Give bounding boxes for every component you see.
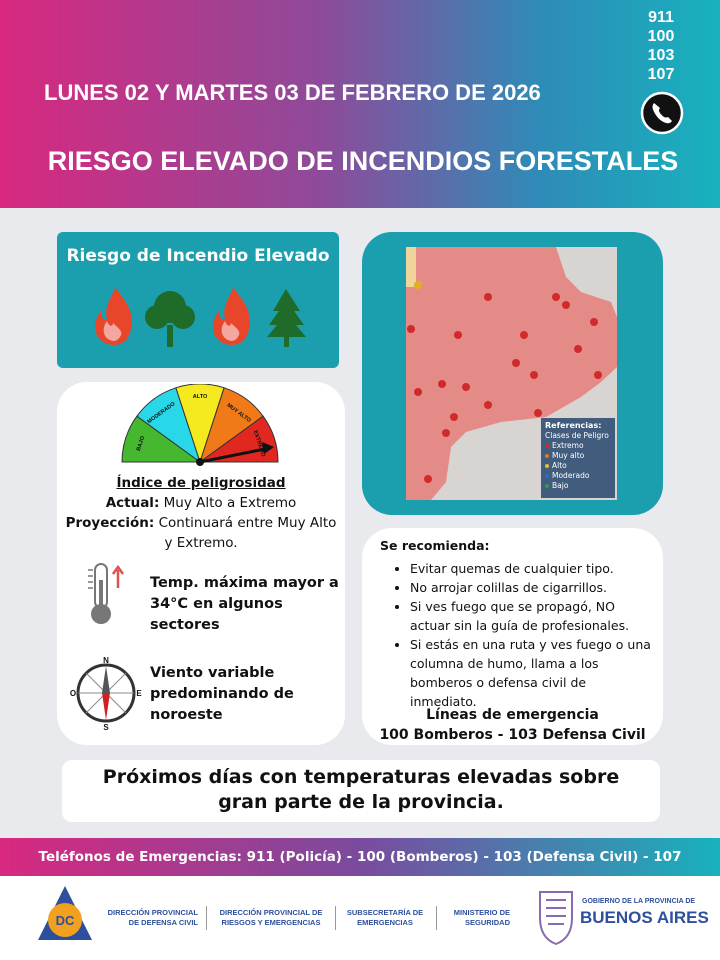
org-line: DIRECCIÓN PROVINCIAL DE	[219, 908, 323, 917]
gauge-label: ALTO	[193, 394, 208, 400]
phone-number: 911	[648, 9, 674, 26]
index-heading: Índice de peligrosidad	[116, 475, 286, 491]
compass-icon: N O E S	[70, 656, 142, 732]
legend-title: Referencias:	[545, 421, 602, 430]
emergency-title: Líneas de emergencia	[426, 707, 599, 723]
risk-map	[406, 247, 617, 500]
organization: MINISTERIO DE SEGURIDAD	[440, 908, 510, 928]
legend-item: Moderado	[545, 471, 611, 481]
province-name: BUENOS AIRES	[580, 908, 709, 927]
legend-item: Extremo	[545, 441, 611, 451]
temperature-text: Temp. máxima mayor a 34°C en algunos sec…	[150, 575, 339, 633]
recommendations-card	[362, 528, 663, 745]
phone-number: 107	[647, 66, 675, 83]
phone-icon	[640, 91, 684, 135]
compass-letter: S	[103, 723, 109, 732]
recommendation: Si ves fuego que se propagó, NO actuar s…	[410, 597, 655, 635]
legend-subtitle: Clases de Peligro	[545, 431, 609, 440]
map-legend: Referencias: Clases de Peligro Extremo M…	[541, 418, 615, 498]
dc-logo: DC	[38, 886, 92, 940]
banner: Próximos días con temperaturas elevadas …	[62, 760, 660, 822]
province-emblem	[539, 891, 573, 946]
phones-bar: Teléfonos de Emergencias: 911 (Policía) …	[0, 838, 720, 903]
compass-letter: N	[103, 656, 109, 665]
organization: DIRECCIÓN PROVINCIAL DE DEFENSA CIVIL	[98, 908, 198, 928]
gauge-label: BAJO	[136, 435, 147, 452]
legend-item: Bajo	[545, 481, 611, 491]
divider	[335, 906, 336, 930]
index-projection: Proyección: Continuará entre Muy Alto y …	[62, 513, 340, 553]
recommendation: Evitar quemas de cualquier tipo.	[410, 559, 655, 578]
org-line: DE DEFENSA CIVIL	[128, 918, 198, 927]
org-line: SUBSECRETARÍA DE	[346, 908, 424, 917]
logos-bar	[0, 876, 720, 960]
tree-icon	[145, 291, 195, 347]
value: Muy Alto a Extremo	[163, 495, 297, 511]
phone-number: 100	[647, 28, 675, 45]
organization: SUBSECRETARÍA DE EMERGENCIAS	[340, 908, 430, 928]
legend-label: Extremo	[552, 441, 584, 450]
label: Actual:	[105, 495, 160, 511]
phones-label: Teléfonos de Emergencias:	[38, 849, 242, 865]
header: 911 100 103 107 LUNES 02 Y MARTES 03 DE …	[0, 0, 720, 208]
compass-letter: E	[136, 689, 142, 698]
date: LUNES 02 Y MARTES 03 DE FEBRERO DE 2026	[44, 80, 541, 105]
org-line: DIRECCIÓN PROVINCIAL	[107, 908, 198, 917]
flame-icon	[213, 287, 250, 345]
legend-label: Muy alto	[552, 451, 585, 460]
recommendations-list: Evitar quemas de cualquier tipo. No arro…	[380, 559, 655, 711]
compass-letter: O	[70, 689, 76, 698]
legend-item: Alto	[545, 461, 611, 471]
map-dots	[407, 281, 602, 483]
legend-label: Alto	[552, 461, 567, 470]
label: Proyección:	[65, 515, 155, 531]
recommendation: Si estás en una ruta y ves fuego o una c…	[410, 635, 655, 711]
flame-icon	[95, 287, 132, 345]
pine-icon	[267, 289, 306, 347]
wind-text: Viento variable predominando de noroeste	[150, 665, 294, 723]
organization: DIRECCIÓN PROVINCIAL DE RIESGOS Y EMERGEN…	[212, 908, 330, 928]
risk-title: Riesgo de Incendio Elevado	[66, 246, 330, 266]
logo-text: DC	[56, 913, 75, 928]
phone-number: 103	[647, 47, 675, 64]
index-actual: Actual: Muy Alto a Extremo	[57, 493, 345, 513]
risk-icons	[95, 287, 306, 347]
header-phones: 911 100 103 107	[635, 8, 687, 84]
org-line: EMERGENCIAS	[357, 918, 413, 927]
emergency-lines: 100 Bomberos - 103 Defensa Civil	[379, 727, 646, 743]
divider	[206, 906, 207, 930]
org-line: SEGURIDAD	[464, 918, 510, 927]
recommendations-heading: Se recomienda:	[380, 538, 490, 553]
legend-label: Moderado	[552, 471, 590, 480]
main-title: RIESGO ELEVADO DE INCENDIOS FORESTALES	[47, 146, 679, 176]
government-label: GOBIERNO DE LA PROVINCIA DE	[582, 898, 696, 905]
thermometer-icon	[88, 563, 125, 624]
danger-gauge: BAJO MODERADO ALTO MUY ALTO EXTREMO	[121, 384, 279, 466]
legend-item: Muy alto	[545, 451, 611, 461]
value: Continuará entre Muy Alto y Extremo.	[158, 515, 337, 551]
org-line: MINISTERIO DE	[453, 908, 510, 917]
legend-label: Bajo	[552, 481, 569, 490]
org-line: RIESGOS Y EMERGENCIAS	[221, 918, 321, 927]
recommendation: No arrojar colillas de cigarrillos.	[410, 578, 655, 597]
divider	[436, 906, 437, 930]
recommendations: Se recomienda: Evitar quemas de cualquie…	[380, 538, 655, 711]
